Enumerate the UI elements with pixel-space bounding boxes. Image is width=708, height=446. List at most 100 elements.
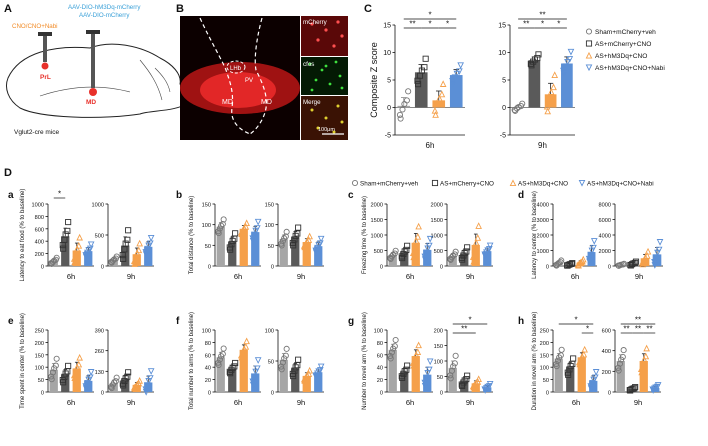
b-6h-point-2 xyxy=(240,224,248,232)
g-6h-point-2 xyxy=(411,355,419,362)
c-6h-ytick-label: 15 xyxy=(383,23,391,30)
f-9h-point-3 xyxy=(317,363,325,371)
g-9h-sig-label: * xyxy=(468,316,471,325)
h-6h-bar-2 xyxy=(577,357,586,392)
g-6h-point-2 xyxy=(415,341,422,349)
cfos-dot xyxy=(310,88,314,92)
c-6h-xlabel: 6h xyxy=(406,272,414,281)
g-9h-point-2 xyxy=(470,383,478,391)
h-9h-sig-label: ** xyxy=(646,325,652,334)
c-6h-sig-label: ** xyxy=(409,20,415,29)
e-6h-ylabel: Time spent in center (% to baseline) xyxy=(20,313,26,409)
lhb-outline xyxy=(226,60,246,74)
c-6h-point-2 xyxy=(439,80,447,87)
g-9h-point-3 xyxy=(484,383,491,391)
d-6h-point-2 xyxy=(579,255,587,263)
f-6h-plot: 0 20 40 60 80 100 6h Total number to arms (% to… xyxy=(189,312,261,410)
c-9h-point-1 xyxy=(528,62,535,69)
g-6h-plot: 0 20 40 60 80 100 6h Number to novel arm (% to … xyxy=(362,312,433,410)
h-9h-point-2 xyxy=(639,360,647,368)
c-9h-point-0 xyxy=(519,100,526,107)
c-9h-sig-label: ** xyxy=(523,20,529,29)
f-6h-ytick-label: 80 xyxy=(205,341,211,347)
f-6h-point-1 xyxy=(228,366,235,373)
e-6h-ytick-label: 50 xyxy=(38,378,44,384)
aav-mcherry-label: AAV-DIO-mCherry xyxy=(79,12,130,19)
h-9h-sig-label: ** xyxy=(635,316,641,325)
e-9h-point-2 xyxy=(133,380,141,388)
c-6h-point-0 xyxy=(401,100,408,108)
h-9h-point-2 xyxy=(637,365,645,373)
b-6h-point-2 xyxy=(243,219,250,227)
f-9h-ytick-label: 50 xyxy=(268,360,274,366)
g-6h-point-3 xyxy=(424,369,431,377)
c-9h-point-2 xyxy=(544,107,552,115)
legend-d-marker-3 xyxy=(578,179,586,187)
c-6h-point-2 xyxy=(414,233,422,240)
e-6h-point-2 xyxy=(73,363,81,371)
c-9h-point-2 xyxy=(547,88,555,95)
aav-hm3dq-label: AAV-DIO-hM3Dq-mCherry xyxy=(68,4,141,11)
e-6h-point-3 xyxy=(87,369,95,376)
b-6h-point-1 xyxy=(229,237,236,244)
brain-outline xyxy=(6,43,193,118)
b-6h-bar-0 xyxy=(216,226,225,266)
a-6h-point-3 xyxy=(82,253,90,261)
c-6h-ytick-label: 0 xyxy=(380,265,383,271)
g-6h-point-1 xyxy=(401,368,408,375)
panel-e-letter: e xyxy=(8,316,14,327)
g-6h-point-3 xyxy=(423,374,430,382)
e-6h-xlabel: 6h xyxy=(67,398,75,407)
c-6h-point-1 xyxy=(418,67,425,74)
f-9h-xlabel: 9h xyxy=(297,398,305,407)
mcherry-dot xyxy=(310,22,314,26)
a-6h-ytick-label: 0 xyxy=(41,265,44,271)
c-6h-point-0 xyxy=(399,106,406,113)
f-6h-ytick-label: 20 xyxy=(205,378,211,384)
a-9h-point-2 xyxy=(133,249,141,256)
c-6h-point-2 xyxy=(434,100,441,108)
f-6h-xlabel: 6h xyxy=(234,398,242,407)
a-6h-point-2 xyxy=(72,250,80,257)
mcherry-dot xyxy=(340,34,344,38)
e-9h-point-0 xyxy=(111,379,118,386)
c-6h-point-0 xyxy=(390,251,397,258)
e-6h-ytick-label: 100 xyxy=(35,366,44,372)
b-9h-point-0 xyxy=(283,228,290,235)
a-6h-point-3 xyxy=(87,241,95,249)
c-6h-ytick-label: 1500 xyxy=(371,218,383,224)
b-6h-point-3 xyxy=(252,227,259,235)
b-6h-xlabel: 6h xyxy=(234,272,242,281)
c-9h-ytick-label: 10 xyxy=(498,50,506,57)
cfos-label: cfos xyxy=(303,61,314,68)
f-6h-point-2 xyxy=(238,353,246,361)
b-6h-ytick-label: 100 xyxy=(202,223,211,229)
c-9h-point-0 xyxy=(515,103,522,111)
c-9h-point-3 xyxy=(560,70,568,78)
mcherry-core xyxy=(200,72,276,108)
f-6h-point-2 xyxy=(237,351,245,359)
f-6h-point-0 xyxy=(218,353,225,360)
c-6h-ytick-label: 5 xyxy=(387,78,391,85)
f-6h-point-0 xyxy=(220,345,227,352)
f-9h-ytick-label: 0 xyxy=(271,391,274,397)
b-6h-ytick-label: 0 xyxy=(208,265,211,271)
c-6h-xlabel: 6h xyxy=(426,141,435,150)
a-9h-bar-2 xyxy=(132,254,141,266)
b-6h-point-0 xyxy=(215,230,222,237)
d-9h-ytick-label: 2000 xyxy=(599,249,611,255)
c-6h-point-3 xyxy=(451,74,459,82)
f-9h-bar-1 xyxy=(291,368,300,392)
g-6h-point-2 xyxy=(409,359,417,366)
a-6h-point-1 xyxy=(60,245,67,252)
h-9h-point-0 xyxy=(615,367,622,374)
g-6h-point-1 xyxy=(399,374,406,381)
c-6h-ytick-label: 1000 xyxy=(371,234,383,240)
c-6h-point-0 xyxy=(405,88,412,95)
f-6h-point-1 xyxy=(229,364,236,371)
c-6h-point-3 xyxy=(423,249,430,257)
c-6h-point-0 xyxy=(403,97,410,104)
c-9h-sig-label: * xyxy=(557,20,560,29)
a-6h-point-1 xyxy=(64,227,71,234)
b-9h-point-2 xyxy=(303,237,311,245)
